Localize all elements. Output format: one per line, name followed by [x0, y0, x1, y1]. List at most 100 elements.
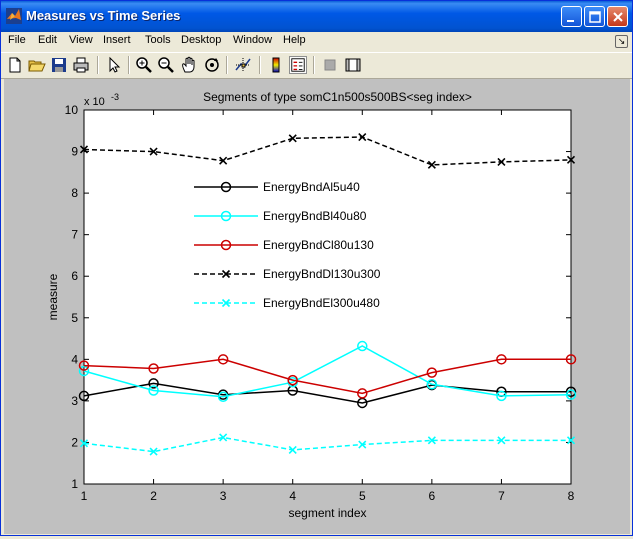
menu-insert[interactable]: Insert	[103, 34, 131, 46]
data-point	[497, 157, 506, 167]
show-plot-tools-icon[interactable]	[344, 56, 362, 74]
menu-edit[interactable]: Edit	[38, 34, 57, 46]
y-tick-label: 4	[71, 352, 78, 366]
data-point	[426, 379, 438, 390]
figure-toolbar	[1, 52, 632, 79]
data-point	[288, 134, 297, 143]
pan-hand-icon[interactable]	[180, 56, 198, 74]
data-point	[357, 388, 368, 399]
data-point	[79, 145, 89, 154]
legend-marker	[220, 239, 232, 251]
x-tick-label: 3	[220, 489, 227, 503]
data-point	[427, 160, 436, 169]
data-point	[79, 439, 89, 448]
x-tick-label: 4	[289, 489, 296, 503]
close-icon	[613, 12, 623, 22]
legend-label: EnergyBndAl5u40	[263, 180, 360, 194]
data-point	[496, 390, 507, 402]
open-file-icon[interactable]	[28, 56, 46, 74]
menu-view[interactable]: View	[69, 34, 93, 46]
data-point	[496, 354, 507, 365]
x-axis-label: segment index	[288, 506, 366, 520]
legend-icon	[291, 58, 305, 72]
zoom-in-icon[interactable]	[135, 56, 153, 74]
y-tick-label: 7	[71, 228, 78, 242]
legend-label: EnergyBndBl40u80	[263, 209, 367, 223]
menu-bar: File Edit View Insert Tools Desktop Wind…	[1, 32, 632, 51]
save-icon[interactable]	[50, 56, 68, 74]
menu-window[interactable]: Window	[233, 34, 273, 46]
data-point	[78, 360, 90, 371]
data-point	[358, 132, 367, 142]
x-tick-label: 7	[498, 489, 505, 503]
menu-help[interactable]: Help	[283, 34, 306, 46]
data-point	[566, 436, 576, 445]
data-point	[565, 354, 577, 365]
colorbar-icon[interactable]	[267, 56, 285, 74]
maximize-icon	[589, 11, 601, 23]
y-tick-label: 5	[71, 311, 78, 325]
data-point	[566, 155, 576, 164]
legend-label: EnergyBndEl300u480	[263, 296, 380, 310]
data-point	[78, 365, 90, 377]
figure-canvas: 1 2 3 4 5 6 7 8 1 2 3 4 5 6 7 8 9 10 Segments of type somC…	[4, 79, 630, 534]
data-point	[149, 147, 158, 156]
data-point	[287, 374, 298, 386]
edit-plot-arrow-icon[interactable]	[105, 56, 123, 74]
x-tick-label: 1	[81, 489, 88, 503]
series-line-5	[83, 436, 571, 453]
legend-toggle-button[interactable]	[289, 56, 307, 74]
rotate-3d-icon[interactable]	[203, 56, 221, 74]
data-point	[148, 385, 159, 396]
data-point	[148, 363, 159, 374]
x-tick-label: 8	[568, 489, 575, 503]
legend-marker	[220, 210, 232, 222]
data-point	[426, 367, 438, 378]
line-chart[interactable]: 1 2 3 4 5 6 7 8 1 2 3 4 5 6 7 8 9 10 Segments of type somC…	[4, 79, 630, 534]
minimize-button[interactable]	[561, 6, 582, 27]
series-line-1	[83, 382, 571, 404]
axes-box	[83, 109, 572, 485]
y-tick-label: 8	[71, 186, 78, 200]
legend-marker	[221, 298, 231, 308]
y-exponent-power: -3	[111, 92, 119, 102]
menu-desktop[interactable]: Desktop	[181, 34, 222, 46]
data-point	[217, 391, 229, 402]
toolbar-separator	[313, 56, 315, 74]
data-point	[149, 447, 158, 456]
close-button[interactable]	[607, 6, 628, 27]
menu-file[interactable]: File	[8, 34, 26, 46]
x-tick-label: 2	[150, 489, 157, 503]
menu-tools[interactable]: Tools	[145, 34, 171, 46]
dock-figure-button[interactable]: ↘	[615, 35, 628, 48]
y-tick-label: 1	[71, 477, 78, 491]
window-title: Measures vs Time Series	[26, 8, 181, 23]
y-tick-label: 10	[65, 103, 79, 117]
data-point	[217, 354, 229, 365]
data-cursor-icon[interactable]	[234, 56, 252, 74]
data-point	[358, 440, 367, 449]
data-point	[288, 445, 297, 454]
zoom-out-icon[interactable]	[157, 56, 175, 74]
new-figure-icon[interactable]	[6, 56, 24, 74]
plot-area	[84, 110, 571, 484]
data-point	[78, 390, 90, 402]
data-point	[565, 386, 577, 397]
maximize-button[interactable]	[584, 6, 605, 27]
toolbar-separator	[259, 56, 261, 74]
series-line-2	[83, 345, 572, 398]
toolbar-separator	[226, 56, 228, 74]
hide-plot-tools-icon[interactable]	[321, 56, 339, 74]
y-axis-label: measure	[46, 273, 60, 320]
legend-label: EnergyBndCl80u130	[263, 238, 374, 252]
title-bar[interactable]: Measures vs Time Series	[1, 1, 632, 32]
data-point	[148, 378, 159, 389]
y-tick-label: 9	[71, 145, 78, 159]
data-point	[565, 389, 577, 400]
y-tick-label: 2	[71, 435, 78, 449]
print-icon[interactable]	[72, 56, 90, 74]
legend-marker	[221, 269, 231, 279]
chart-title: Segments of type somC1n500s500BS<seg ind…	[203, 90, 472, 104]
matlab-logo-icon	[6, 8, 22, 24]
